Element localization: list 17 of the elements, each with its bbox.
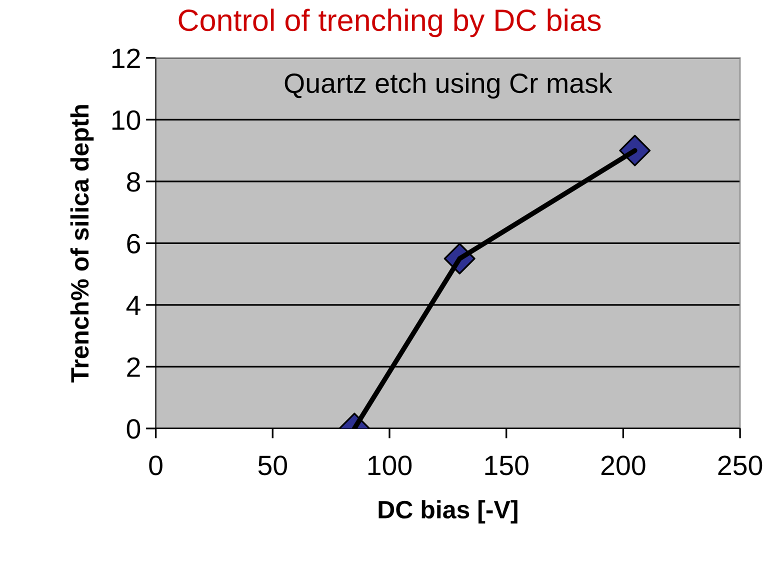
y-tick-label: 0 bbox=[126, 419, 140, 439]
x-tick-label: 50 bbox=[258, 456, 288, 476]
x-tick-label: 150 bbox=[485, 456, 528, 476]
y-axis-title: Trench% of silica depth bbox=[70, 105, 94, 382]
y-tick-label: 12 bbox=[112, 48, 140, 68]
x-tick-label: 200 bbox=[601, 456, 646, 476]
y-tick-label: 10 bbox=[112, 110, 140, 130]
x-axis-title: DC bias [-V] bbox=[378, 500, 518, 524]
x-tick-label: 100 bbox=[368, 456, 412, 476]
x-tick-label: 0 bbox=[149, 456, 162, 476]
y-tick-label: 6 bbox=[127, 234, 140, 254]
x-tick-label: 250 bbox=[718, 456, 762, 476]
y-tick-label: 2 bbox=[127, 357, 140, 377]
annotation: Quartz etch using Cr mask bbox=[284, 72, 612, 99]
y-tick-label: 4 bbox=[126, 296, 140, 316]
y-tick-label: 8 bbox=[126, 172, 140, 192]
chart-title: Control of trenching by DC bias bbox=[178, 8, 601, 38]
